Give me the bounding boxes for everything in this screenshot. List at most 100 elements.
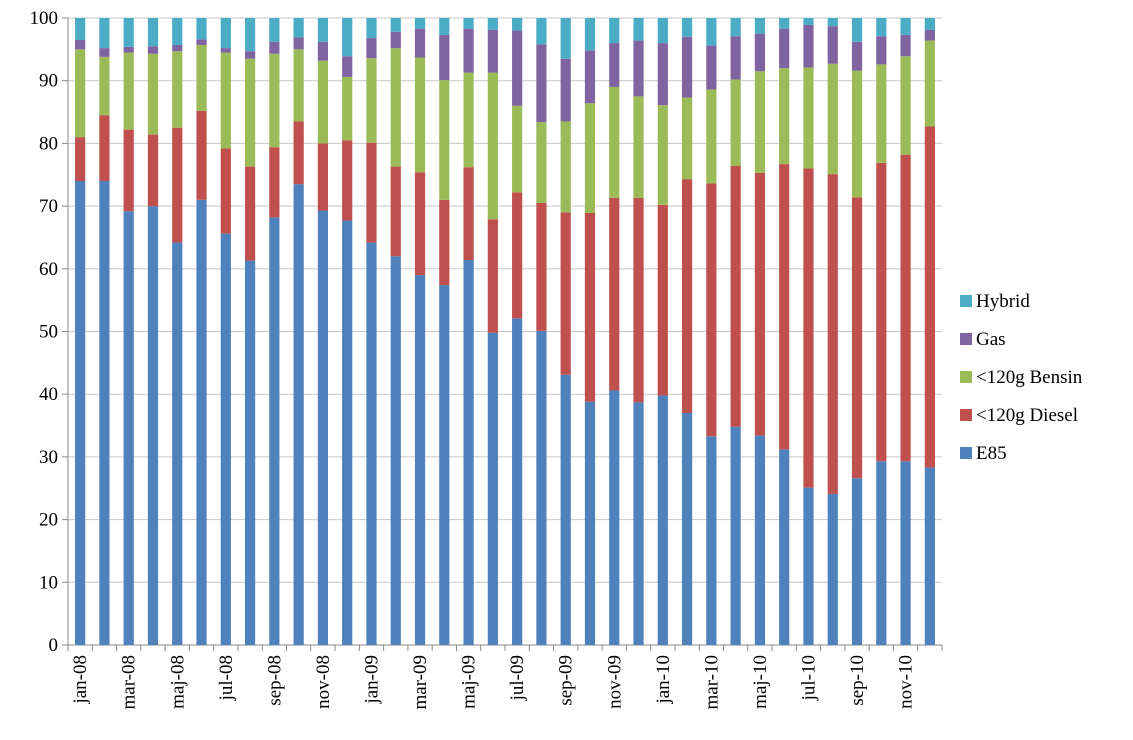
bar-segment xyxy=(876,461,887,645)
bar-segment xyxy=(681,97,693,180)
bar-segment xyxy=(827,493,838,645)
x-tick-label: jul-08 xyxy=(216,655,237,701)
bar-segment xyxy=(609,390,620,645)
x-tick-label: jul-09 xyxy=(507,655,528,701)
bar-segment xyxy=(293,184,304,645)
bar-segment xyxy=(366,58,377,143)
bar-segment xyxy=(560,374,571,645)
bar-segment xyxy=(342,56,353,77)
bar-segment xyxy=(390,18,401,32)
bar-segment xyxy=(75,137,86,182)
x-tick-label: sep-08 xyxy=(264,655,285,706)
bar-segment xyxy=(439,80,450,200)
bar-segment xyxy=(657,105,668,205)
bar-segment xyxy=(147,206,159,645)
y-tick-label: 40 xyxy=(39,384,58,405)
bar-segment xyxy=(584,50,596,104)
x-tick-label: mar-10 xyxy=(701,655,722,710)
bar-segment xyxy=(366,38,377,59)
y-tick-label: 80 xyxy=(39,133,58,154)
bar-segment xyxy=(827,26,838,64)
y-tick-label: 60 xyxy=(39,259,58,280)
bar-segment xyxy=(342,220,353,645)
bar-segment xyxy=(439,199,450,286)
bar-segment xyxy=(366,242,377,645)
bar-segment xyxy=(633,96,644,198)
bar-segment xyxy=(463,72,474,168)
bar-segment xyxy=(147,46,159,54)
bar-segment xyxy=(123,18,134,47)
bar-segment xyxy=(876,18,887,37)
legend-swatch xyxy=(960,333,972,345)
bar-segment xyxy=(681,36,693,98)
bar-segment xyxy=(512,30,523,106)
bar-segment xyxy=(900,154,911,462)
bar-segment xyxy=(293,121,304,185)
bar-segment xyxy=(196,39,207,45)
bar-segment xyxy=(147,18,159,47)
bar-segment xyxy=(803,24,814,68)
bar-segment xyxy=(827,63,838,175)
bar-segment xyxy=(123,46,134,53)
bar-segment xyxy=(779,68,790,165)
x-tick-label: sep-09 xyxy=(556,655,577,706)
x-tick-label: nov-08 xyxy=(313,655,334,709)
bar-segment xyxy=(123,52,134,130)
bar-segment xyxy=(244,51,256,59)
y-tick-label: 70 xyxy=(39,196,58,217)
x-tick-label: jul-10 xyxy=(798,655,819,701)
bar-segment xyxy=(463,260,474,645)
bar-segment xyxy=(900,461,911,645)
bar-segment xyxy=(900,56,911,155)
x-tick-label: mar-09 xyxy=(410,655,431,710)
bar-segment xyxy=(512,318,523,645)
bar-segment xyxy=(681,413,693,645)
x-tick-label: maj-09 xyxy=(459,655,480,709)
bar-segment xyxy=(924,126,935,468)
bar-segment xyxy=(803,168,814,488)
bar-segment xyxy=(342,140,353,221)
y-tick-label: 100 xyxy=(30,8,59,29)
bar-segment xyxy=(463,28,474,73)
bar-segment xyxy=(754,33,766,72)
bar-segment xyxy=(536,44,547,123)
bar-segment xyxy=(681,179,693,414)
bar-segment xyxy=(779,28,790,69)
bar-segment xyxy=(196,44,207,111)
bar-segment xyxy=(512,192,523,319)
x-tick-label: sep-10 xyxy=(847,655,868,706)
bar-segment xyxy=(609,86,620,198)
bar-segment xyxy=(487,18,498,30)
legend-label: <120g Bensin xyxy=(976,367,1083,388)
bar-segment xyxy=(269,41,280,54)
bar-segment xyxy=(172,18,183,45)
bar-segment xyxy=(536,330,547,645)
bar-segment xyxy=(633,40,644,97)
bar-segment xyxy=(730,36,741,80)
y-tick-label: 50 xyxy=(39,322,58,343)
bar-segment xyxy=(220,48,231,53)
bar-segment xyxy=(851,18,863,42)
bar-segment xyxy=(560,18,571,59)
x-tick-label: jan-09 xyxy=(361,655,382,705)
bar-segment xyxy=(681,18,693,37)
bar-segment xyxy=(633,402,644,645)
bar-segment xyxy=(220,148,231,234)
y-tick-label: 20 xyxy=(39,510,58,531)
bar-segment xyxy=(851,70,863,198)
x-tick-label: mar-08 xyxy=(119,655,140,710)
bar-segment xyxy=(293,18,304,38)
legend-label: E85 xyxy=(976,443,1007,464)
bar-segment xyxy=(657,43,668,106)
bar-segment xyxy=(244,166,256,261)
bar-segment xyxy=(560,58,571,122)
bar-segment xyxy=(293,49,304,122)
bar-segment xyxy=(342,76,353,141)
legend-swatch xyxy=(960,295,972,307)
bar-segment xyxy=(439,18,450,35)
bar-segment xyxy=(633,18,644,41)
bar-segment xyxy=(220,233,231,646)
bar-segment xyxy=(99,48,110,57)
bar-segment xyxy=(803,487,814,645)
